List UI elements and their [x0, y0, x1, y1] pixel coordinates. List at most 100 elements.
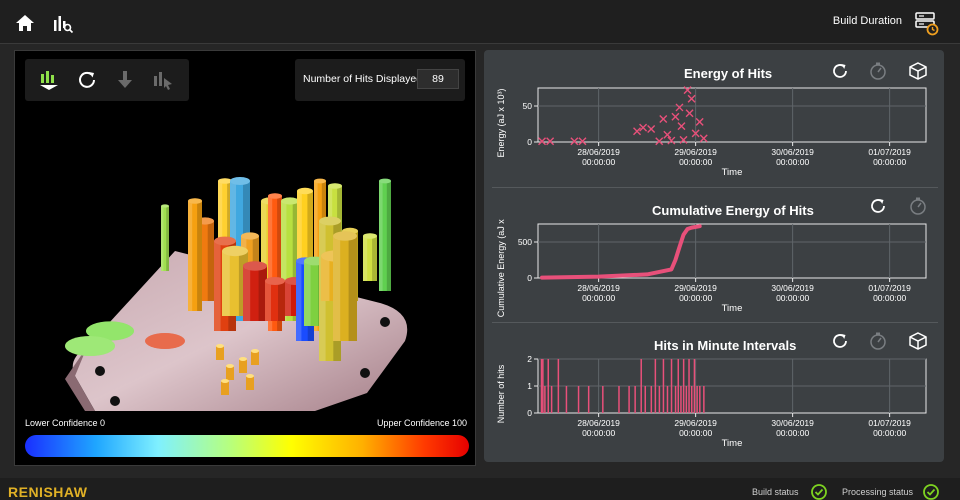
download-disabled-icon[interactable] [113, 68, 137, 92]
x-tick-label-date: 28/06/2019 [577, 147, 620, 157]
bar [547, 359, 550, 413]
bar-chart-down-icon[interactable] [37, 68, 61, 92]
y-tick-label: 2 [527, 354, 532, 364]
scatter-point [667, 136, 676, 145]
hit-cylinder [333, 231, 357, 341]
timer-icon[interactable] [868, 61, 888, 81]
bar-chart-search-icon[interactable] [52, 12, 74, 34]
bar [634, 386, 636, 413]
confidence-lower-label: Lower Confidence 0 [25, 418, 106, 428]
x-tick-label-date: 28/06/2019 [577, 283, 620, 293]
scatter-point [546, 137, 555, 146]
y-tick-label: 0 [527, 408, 532, 418]
viewer-toolbar [25, 59, 189, 101]
hits-displayed-label: Number of Hits Displayed [303, 73, 423, 85]
scatter-point [679, 135, 688, 144]
chart-cursor-disabled-icon[interactable] [151, 68, 175, 92]
bar [587, 386, 590, 413]
y-tick-label: 0 [527, 137, 532, 147]
cube-icon[interactable] [908, 331, 928, 351]
scatter-point [695, 117, 704, 126]
bar [688, 359, 690, 413]
timer-icon[interactable] [868, 331, 888, 351]
hits-displayed-box: Number of Hits Displayed 89 [295, 59, 465, 101]
intervals-chart-title: Hits in Minute Intervals [654, 338, 797, 353]
bar [670, 359, 673, 413]
scatter-point [578, 137, 587, 146]
bar [628, 386, 630, 413]
bar [662, 359, 665, 413]
server-clock-icon[interactable] [914, 10, 940, 36]
bar [577, 386, 580, 413]
plot-area [537, 87, 927, 143]
plot-area [537, 223, 927, 279]
cumulative-chart-title: Cumulative Energy of Hits [652, 203, 814, 218]
refresh-icon[interactable] [75, 68, 99, 92]
x-tick-label-time: 00:00:00 [776, 293, 809, 303]
bar [557, 359, 560, 413]
plate-hole [380, 317, 390, 327]
processing-status-icon[interactable] [922, 483, 940, 500]
hit-cylinder [161, 204, 169, 271]
x-tick-label-date: 30/06/2019 [771, 147, 814, 157]
processing-status-label: Processing status [842, 487, 914, 497]
scatter-point [691, 129, 700, 138]
hit-cylinder [65, 336, 115, 356]
build-plate-3d-scene[interactable] [15, 111, 475, 411]
hit-cylinder [265, 277, 285, 321]
footer-bar: RENISHAW Build status Processing status [0, 478, 960, 500]
x-tick-label-time: 00:00:00 [776, 157, 809, 167]
top-bar: Build Duration [0, 0, 960, 44]
scatter-point [633, 127, 642, 136]
build-status-label: Build status [752, 487, 799, 497]
hit-cylinder [379, 179, 391, 291]
bar [699, 386, 701, 413]
x-tick-label-time: 00:00:00 [679, 293, 712, 303]
energy-chart[interactable]: Energy (aJ x 10³) 05028/06/201900:00:0029… [492, 82, 938, 184]
x-tick-label-time: 00:00:00 [582, 293, 615, 303]
home-icon[interactable] [14, 12, 36, 34]
hit-cylinder [188, 198, 202, 311]
bar [602, 386, 604, 413]
refresh-icon[interactable] [868, 196, 888, 216]
x-axis-label: Time [722, 438, 743, 449]
cube-icon[interactable] [908, 61, 928, 81]
hit-small [246, 374, 254, 390]
bar [540, 359, 543, 413]
x-tick-label-date: 28/06/2019 [577, 418, 620, 428]
hit-small [226, 364, 234, 380]
x-tick-label-date: 30/06/2019 [771, 418, 814, 428]
x-tick-label-time: 00:00:00 [776, 428, 809, 438]
build-duration-label[interactable]: Build Duration [832, 15, 902, 27]
x-tick-label-date: 01/07/2019 [868, 283, 911, 293]
refresh-icon[interactable] [830, 61, 850, 81]
bar [696, 386, 698, 413]
hits-displayed-input[interactable]: 89 [417, 69, 459, 89]
confidence-upper-label: Upper Confidence 100 [376, 418, 467, 428]
x-tick-label-date: 29/06/2019 [674, 147, 717, 157]
intervals-chart[interactable]: Number of hits 01228/06/201900:00:0029/06… [492, 353, 938, 457]
scatter-point [671, 112, 680, 121]
y-tick-label: 500 [518, 237, 532, 247]
hit-cylinder [363, 233, 377, 281]
timer-icon[interactable] [908, 196, 928, 216]
refresh-icon[interactable] [830, 331, 850, 351]
x-tick-label-time: 00:00:00 [582, 157, 615, 167]
bar [640, 359, 642, 413]
y-axis-label: Cumulative Energy (aJ x 10³) [496, 218, 506, 317]
hits-3d-viewer[interactable]: Number of Hits Displayed 89 Lower Confid… [14, 50, 476, 466]
bar [666, 386, 669, 413]
chart-divider [492, 187, 938, 188]
y-tick-label: 50 [523, 101, 533, 111]
scatter-point [647, 125, 656, 134]
charts-panel: Energy of Hits Energy (aJ x 10³) 0 50 28/06… [484, 50, 944, 462]
build-status-icon[interactable] [810, 483, 828, 500]
bar [690, 386, 693, 413]
scatter-point [570, 137, 579, 146]
x-axis-label: Time [722, 303, 743, 314]
scatter-point [659, 114, 668, 123]
x-tick-label-time: 00:00:00 [679, 428, 712, 438]
cumulative-chart[interactable]: Cumulative Energy (aJ x 10³) 0 500 28/06/20… [492, 218, 938, 322]
hit-cylinder [86, 321, 134, 340]
